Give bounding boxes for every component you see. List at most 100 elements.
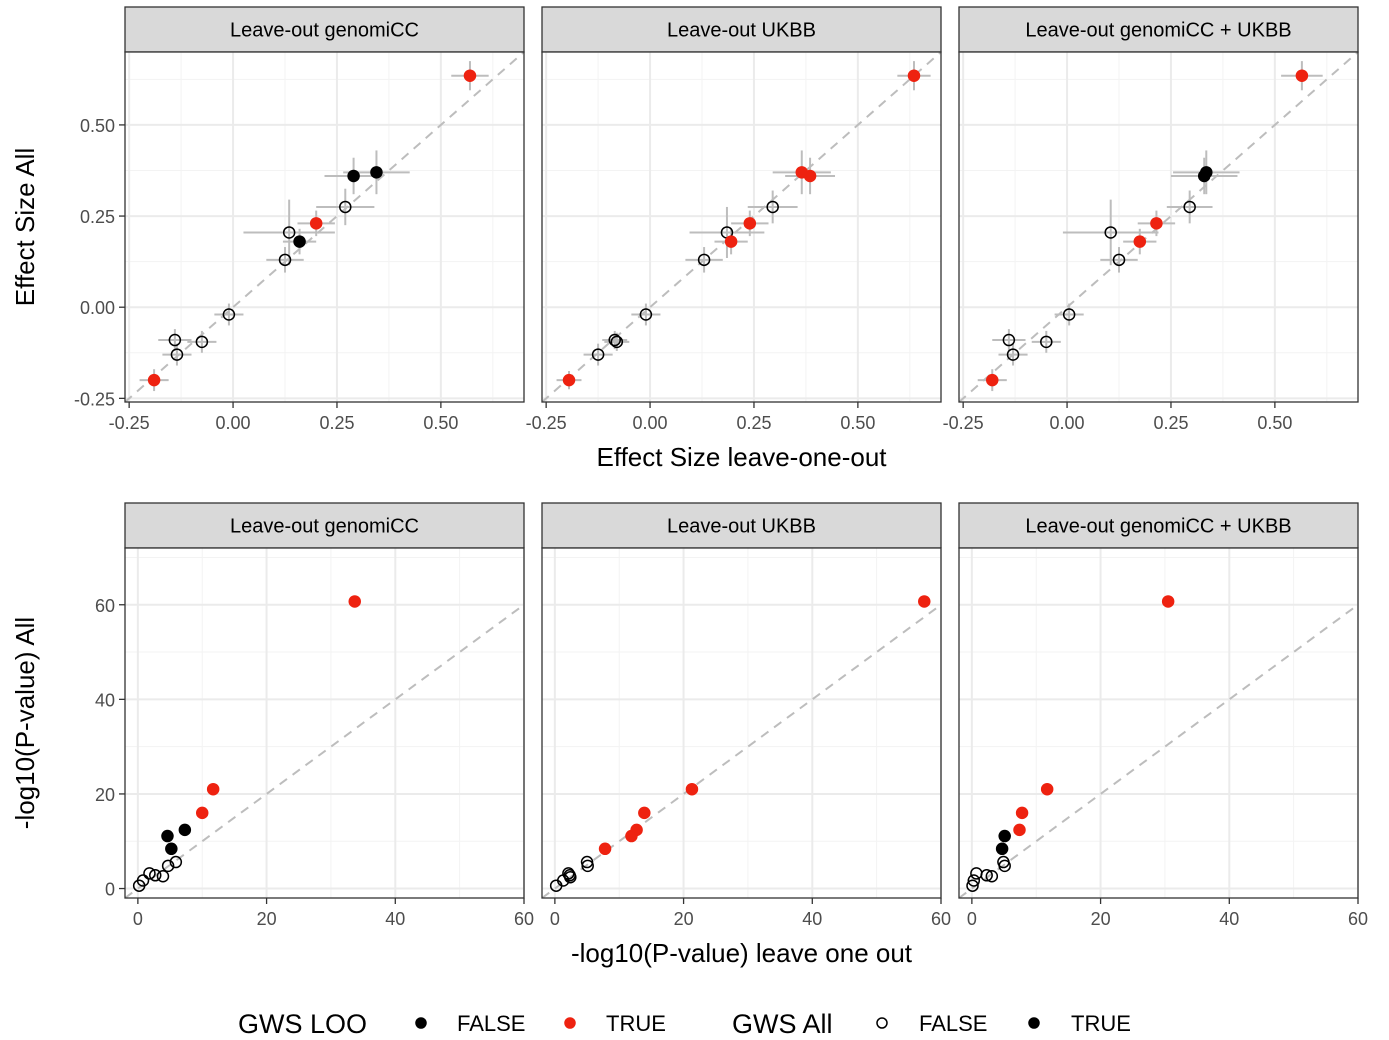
y-tick-label: 0.25 <box>80 207 115 227</box>
data-point <box>639 308 653 321</box>
data-point <box>1002 333 1016 347</box>
x-tick-label: 40 <box>385 909 405 929</box>
panel-border <box>541 547 942 899</box>
legend-label: TRUE <box>606 1011 666 1036</box>
data-point <box>967 874 981 887</box>
data-point <box>165 842 178 856</box>
x-tick-label: -0.25 <box>109 413 150 433</box>
data-point <box>998 859 1011 873</box>
reference-line <box>541 51 942 403</box>
facet-strip <box>958 6 1359 53</box>
y-tick-label: 0.00 <box>80 298 115 318</box>
data-point <box>608 333 621 347</box>
data-point <box>206 782 220 796</box>
data-point <box>562 373 576 387</box>
data-point <box>995 842 1009 856</box>
x-tick-label: -0.25 <box>526 413 567 433</box>
data-point <box>697 253 711 267</box>
data-point <box>1040 335 1053 349</box>
x-tick-label: 0.00 <box>216 413 251 433</box>
data-point <box>1006 348 1020 361</box>
x-tick-label: -0.25 <box>943 413 984 433</box>
facet-strip-label: Leave-out genomiCC + UKBB <box>1025 20 1291 42</box>
x-axis-title: -log10(P-value) leave one out <box>571 938 913 968</box>
data-point <box>549 879 563 892</box>
data-point <box>986 373 999 387</box>
data-point <box>282 226 296 239</box>
data-point <box>1040 782 1054 796</box>
data-point <box>147 373 161 387</box>
data-point <box>1161 595 1175 608</box>
x-tick-label: 0.25 <box>1153 413 1188 433</box>
panel-border <box>958 547 1359 899</box>
data-point <box>1112 253 1126 267</box>
facet-strip-label: Leave-out UKBB <box>667 20 816 42</box>
facet-strip-label: Leave-out genomiCC <box>230 20 419 42</box>
legend-label: FALSE <box>919 1011 987 1036</box>
data-point <box>293 235 306 248</box>
data-point <box>743 217 757 230</box>
data-point <box>907 69 921 82</box>
y-axis-title: -log10(P-value) All <box>10 617 40 829</box>
plot-background <box>542 548 941 898</box>
data-point <box>169 855 183 869</box>
data-point <box>148 869 162 882</box>
data-point <box>1104 226 1117 239</box>
data-point <box>178 823 192 837</box>
facet-strip <box>124 502 525 549</box>
legend-key <box>564 1017 576 1029</box>
legend-title: GWS All <box>732 1009 833 1039</box>
x-tick-label: 40 <box>1219 909 1239 929</box>
facet-strip-label: Leave-out UKBB <box>667 516 816 538</box>
x-tick-label: 60 <box>514 909 534 929</box>
x-tick-label: 0.00 <box>633 413 668 433</box>
data-point <box>1013 823 1026 837</box>
legend-title: GWS LOO <box>238 1009 367 1039</box>
data-point <box>980 869 993 882</box>
y-tick-label: 40 <box>95 690 115 710</box>
data-point <box>918 595 931 608</box>
data-point <box>143 867 156 880</box>
data-point <box>966 879 979 892</box>
y-tick-label: 0.50 <box>80 116 115 136</box>
reference-line <box>958 603 1359 899</box>
data-point <box>1062 308 1076 321</box>
x-axis-title: Effect Size leave-one-out <box>596 442 887 472</box>
data-point <box>1133 235 1147 248</box>
data-point <box>370 166 383 179</box>
panel-border <box>541 51 942 403</box>
reference-line <box>124 603 525 899</box>
y-tick-label: 0 <box>105 880 115 900</box>
x-tick-label: 60 <box>931 909 951 929</box>
data-point <box>724 235 738 248</box>
plot-background <box>125 548 524 898</box>
data-point <box>161 829 174 843</box>
data-point <box>625 829 638 843</box>
x-tick-label: 0.50 <box>423 413 458 433</box>
data-point <box>985 869 999 883</box>
x-tick-label: 0 <box>133 909 143 929</box>
legend-key <box>1028 1017 1040 1029</box>
data-point <box>347 169 360 183</box>
data-point <box>339 200 352 214</box>
facet-strip-label: Leave-out genomiCC <box>230 516 419 538</box>
panel-border <box>958 51 1359 403</box>
x-tick-label: 60 <box>1348 909 1368 929</box>
x-tick-label: 20 <box>674 909 694 929</box>
data-point <box>598 842 612 856</box>
reference-line <box>958 51 1359 403</box>
facet-strip <box>958 502 1359 549</box>
data-point <box>463 69 477 82</box>
data-point <box>581 859 594 873</box>
data-point <box>222 308 236 321</box>
data-point <box>1295 69 1309 82</box>
facet-strip <box>124 6 525 53</box>
data-point <box>168 333 182 347</box>
y-tick-label: -0.25 <box>74 389 115 409</box>
y-tick-label: 20 <box>95 785 115 805</box>
data-point <box>170 348 184 361</box>
x-tick-label: 0 <box>967 909 977 929</box>
legend-label: TRUE <box>1071 1011 1131 1036</box>
data-point <box>638 806 651 820</box>
x-tick-label: 0.25 <box>736 413 771 433</box>
